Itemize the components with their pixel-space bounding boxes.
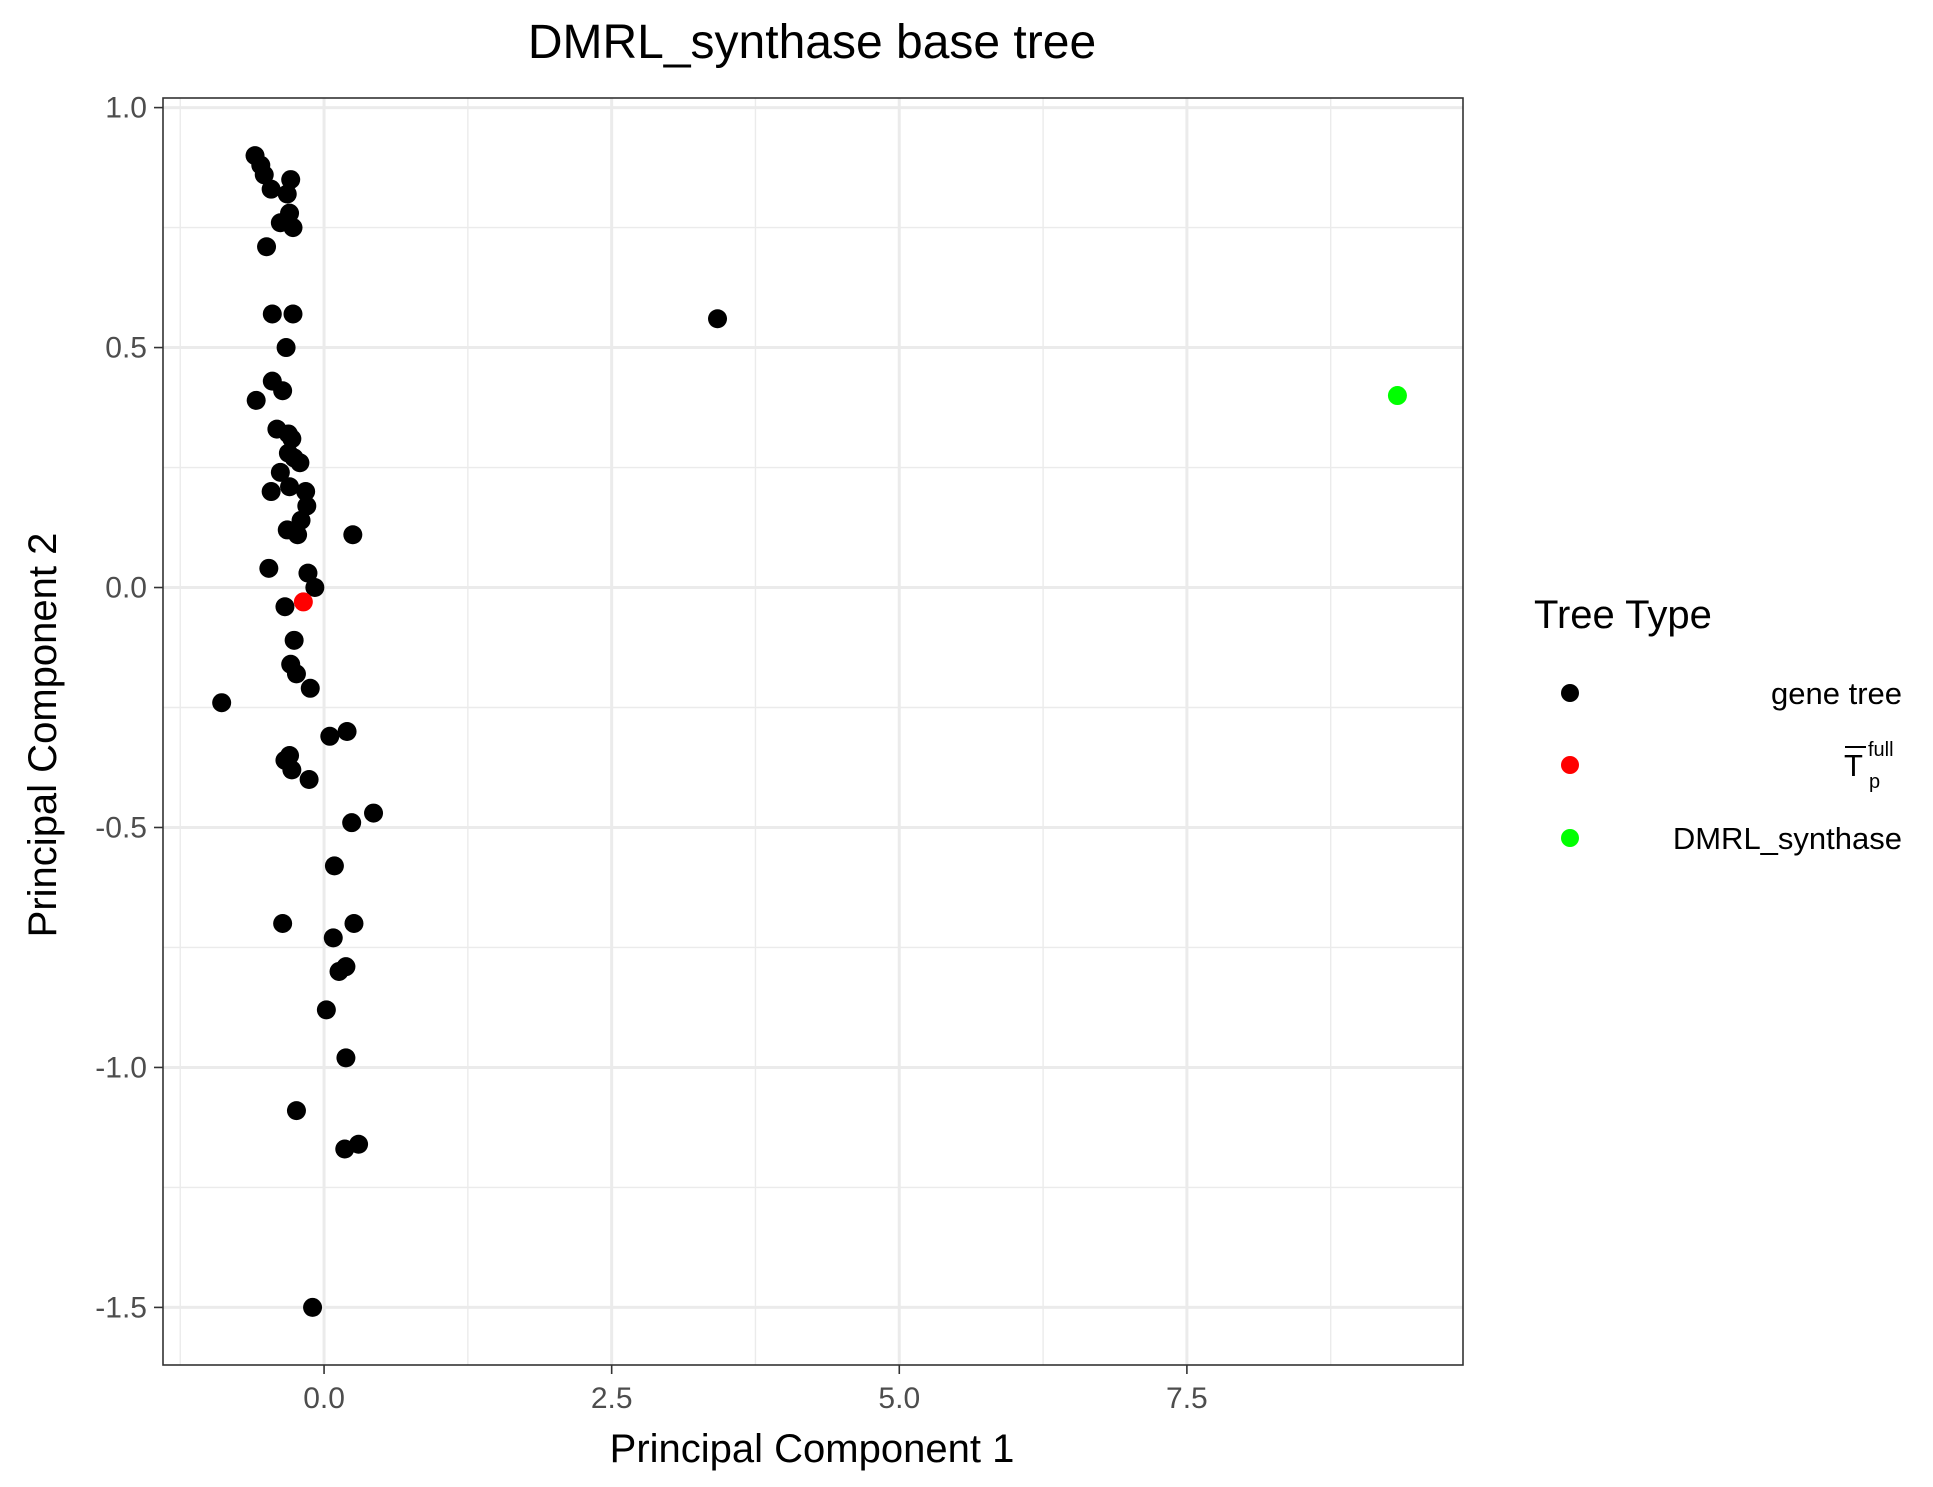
point-gene-tree	[344, 913, 364, 933]
plot-panel-border	[162, 97, 1464, 1366]
point-gene-tree	[291, 510, 311, 530]
point-gene-tree	[323, 928, 343, 948]
point-gene-tree	[262, 304, 282, 324]
point-gene-tree	[297, 496, 317, 516]
point-gene-tree	[283, 304, 303, 324]
point-gene-tree	[343, 525, 363, 545]
point-gene-tree	[283, 218, 303, 238]
legend-key-gene-tree	[1561, 684, 1579, 702]
chart-title: DMRL_synthase base tree	[528, 16, 1096, 69]
point-gene-tree	[288, 525, 308, 545]
point-gene-tree	[305, 578, 325, 598]
y-axis-title: Principal Component 2	[21, 533, 65, 938]
y-tick-label: 1.0	[105, 92, 147, 125]
point-gene-tree	[282, 429, 302, 449]
point-gene-tree	[337, 722, 357, 741]
point-gene-tree	[275, 597, 295, 617]
legend-label-gene-tree: gene tree	[1771, 676, 1902, 711]
point-dmrl-synthase	[1387, 386, 1407, 406]
point-t	[293, 592, 313, 612]
point-gene-tree	[300, 678, 320, 698]
x-axis-ticks: 0.0 2.5 5.0 7.5	[303, 1365, 1208, 1415]
y-tick-label: -1.5	[95, 1291, 147, 1324]
minor-gridlines	[163, 98, 1463, 1365]
y-tick-label: 0.5	[105, 332, 147, 365]
x-tick-label: 7.5	[1166, 1382, 1208, 1415]
y-tick-label: -0.5	[95, 811, 147, 844]
x-tick-label: 0.0	[303, 1382, 345, 1415]
point-gene-tree	[324, 856, 344, 876]
point-gene-tree	[329, 961, 349, 981]
legend-label-superscript: full	[1868, 739, 1894, 761]
point-gene-tree	[254, 165, 274, 185]
x-tick-label: 5.0	[878, 1382, 920, 1415]
legend-key-consensus-tree	[1561, 756, 1579, 774]
legend-key-dmrl-synthase	[1561, 829, 1579, 847]
y-axis-ticks: 1.0 0.5 0.0 -0.5 -1.0 -1.5	[95, 92, 163, 1324]
point-gene-tree	[286, 664, 306, 684]
point-gene-tree	[708, 309, 728, 329]
point-gene-tree	[303, 1297, 323, 1317]
legend: Tree Type gene tree T p full DMRL_syntha…	[1534, 593, 1902, 856]
point-gene-tree	[290, 453, 310, 473]
point-gene-tree	[342, 813, 362, 833]
point-gene-tree	[335, 1139, 355, 1159]
point-gene-tree	[280, 477, 300, 497]
point-gene-tree	[261, 482, 281, 502]
legend-label-consensus-tree: T p full	[1844, 739, 1894, 793]
point-gene-tree	[212, 693, 232, 713]
y-tick-label: -1.0	[95, 1051, 147, 1084]
legend-label-subscript: p	[1869, 771, 1880, 793]
point-gene-tree	[270, 462, 290, 482]
point-gene-tree	[336, 1048, 356, 1068]
legend-label-main: T	[1844, 748, 1863, 783]
point-gene-tree	[246, 390, 266, 410]
point-gene-tree	[282, 760, 302, 780]
point-gene-tree	[364, 803, 384, 823]
point-gene-tree	[261, 179, 281, 199]
point-gene-tree	[277, 184, 297, 204]
x-axis-title: Principal Component 1	[610, 1427, 1015, 1471]
x-tick-label: 2.5	[591, 1382, 633, 1415]
y-tick-label: 0.0	[105, 572, 147, 605]
point-gene-tree	[259, 558, 279, 578]
legend-title: Tree Type	[1534, 593, 1712, 637]
point-gene-tree	[273, 381, 293, 401]
point-gene-tree	[299, 769, 319, 789]
point-gene-tree	[257, 237, 277, 257]
point-gene-tree	[316, 1000, 336, 1020]
point-gene-tree	[298, 563, 318, 583]
point-gene-tree	[320, 726, 340, 746]
point-gene-tree	[276, 338, 296, 358]
point-gene-tree	[286, 1101, 306, 1121]
point-gene-tree	[284, 630, 304, 650]
point-gene-tree	[281, 170, 301, 190]
point-gene-tree	[296, 482, 316, 502]
data-points	[212, 146, 1407, 1317]
point-gene-tree	[273, 913, 293, 933]
legend-label-dmrl-synthase: DMRL_synthase	[1673, 821, 1902, 856]
